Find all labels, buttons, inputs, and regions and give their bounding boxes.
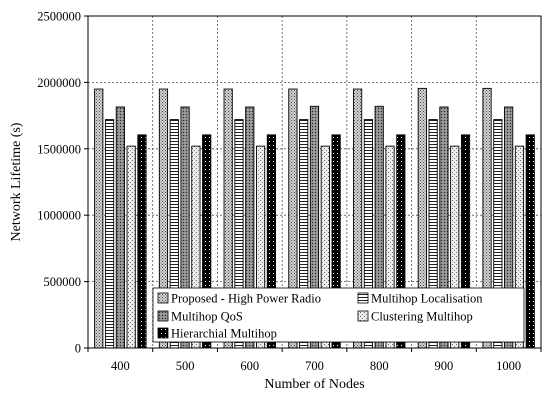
x-tick-label: 400 — [111, 359, 130, 373]
bar — [525, 134, 535, 349]
bar — [115, 106, 125, 349]
legend-swatch — [357, 292, 369, 304]
x-tick-label: 500 — [176, 359, 195, 373]
x-tick-label: 600 — [240, 359, 259, 373]
x-tick-label: 900 — [435, 359, 454, 373]
bar — [104, 119, 115, 349]
y-axis-title: Network Lifetime (s) — [9, 122, 24, 241]
y-tick-label: 1000000 — [37, 209, 81, 223]
y-tick-label: 2000000 — [37, 76, 81, 90]
bar — [126, 145, 136, 349]
plot-frame — [87, 15, 542, 349]
x-tick-label: 1000 — [496, 359, 521, 373]
y-tick-label: 1500000 — [37, 142, 81, 156]
legend: Proposed - High Power Radio Multihop Loca… — [152, 287, 525, 343]
bars — [94, 87, 535, 349]
legend-label: Multihop QoS — [171, 310, 243, 324]
legend-swatch — [157, 292, 169, 304]
y-tick-label: 2500000 — [37, 10, 81, 24]
y-tick-label: 0 — [75, 342, 81, 356]
x-tick-label: 700 — [305, 359, 324, 373]
legend-label: Clustering Multihop — [371, 310, 473, 324]
bar — [94, 88, 104, 349]
legend-label: Proposed - High Power Radio — [171, 292, 321, 306]
bar — [137, 134, 147, 349]
legend-box — [152, 287, 525, 343]
legend-swatch — [157, 310, 169, 322]
x-axis-title: Number of Nodes — [264, 377, 364, 392]
legend-label: Hierarchial Multihop — [171, 327, 277, 341]
legend-label: Multihop Localisation — [371, 292, 483, 306]
y-tick-label: 500000 — [44, 275, 82, 289]
legend-swatch — [157, 327, 169, 339]
x-tick-label: 800 — [370, 359, 389, 373]
legend-swatch — [357, 310, 369, 322]
axes: 0 500000 1000000 1500000 2000000 2500000 400 50… — [37, 10, 542, 373]
